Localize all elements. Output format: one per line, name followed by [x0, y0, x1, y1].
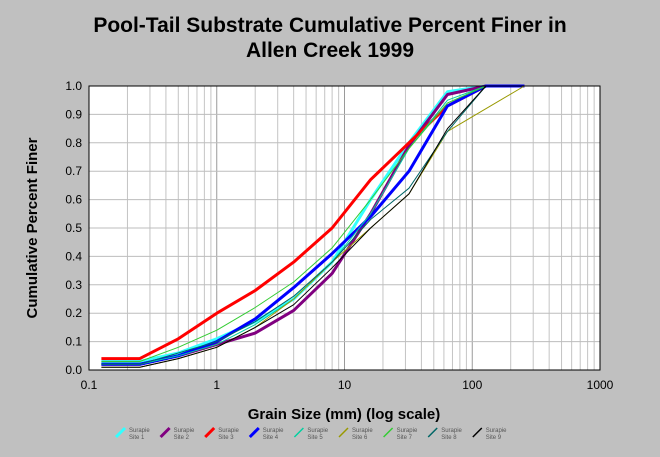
tick-labels: 0.1 1 10 100 10000.00.10.20.30.40.50.60.70.8…	[65, 79, 613, 392]
x-tick-label: 100	[462, 378, 482, 392]
series-line-7	[101, 85, 525, 362]
legend-label-line-2: Site 8	[441, 435, 457, 441]
legend-label-line-2: Site 6	[352, 435, 368, 441]
chart-title-line-2: Allen Creek 1999	[245, 39, 415, 62]
legend-label-line-2: Site 3	[218, 435, 234, 441]
y-tick-label: 0.2	[65, 306, 82, 320]
chart-title-line-1: Pool-Tail Substrate Cumulative Percent F…	[93, 14, 567, 37]
y-tick-label: 0.5	[65, 221, 82, 235]
legend-swatch	[472, 427, 483, 438]
legend-label-line-2: Site 1	[129, 435, 145, 441]
legend-label-line-2: Site 4	[263, 435, 279, 441]
legend-label-line-2: Site 2	[174, 435, 190, 441]
legend-label-line-2: Site 7	[397, 435, 413, 441]
legend-swatch	[159, 426, 171, 439]
y-tick-label: 0.7	[65, 164, 82, 178]
legend-label-line-1: Surapie	[218, 428, 239, 434]
x-axis-title: Grain Size (mm) (log scale)	[248, 406, 441, 423]
series-line-9	[101, 85, 525, 368]
y-tick-label: 0.8	[65, 136, 82, 150]
legend-label-line-1: Surapie	[263, 428, 284, 434]
legend-label-line-2: Site 5	[307, 435, 323, 441]
y-tick-label: 0.0	[65, 363, 82, 377]
legend-swatch	[204, 426, 216, 439]
plot-border	[88, 85, 601, 371]
legend-label-line-1: Surapie	[486, 428, 507, 434]
y-tick-label: 0.6	[65, 193, 82, 207]
legend-swatch	[248, 426, 260, 439]
y-tick-label: 0.1	[65, 335, 82, 349]
legend-swatch	[383, 427, 394, 438]
legend-swatch	[338, 427, 349, 438]
y-tick-label: 0.4	[65, 249, 82, 263]
legend-label-line-1: Surapie	[352, 428, 373, 434]
legend-swatch	[114, 426, 127, 439]
x-tick-label: 1000	[587, 378, 614, 392]
legend-label-line-1: Surapie	[129, 428, 150, 434]
x-tick-label: 0.1	[81, 378, 98, 392]
legend-swatch	[293, 427, 304, 438]
y-tick-label: 0.3	[65, 278, 82, 292]
legend-label-line-1: Surapie	[174, 428, 195, 434]
legend-swatch	[427, 427, 438, 438]
x-tick-label: 10	[338, 378, 352, 392]
x-tick-label: 1	[213, 378, 220, 392]
y-tick-label: 1.0	[65, 79, 82, 93]
y-tick-label: 0.9	[65, 107, 82, 121]
y-axis-title: Cumulative Percent Finer	[24, 137, 41, 318]
series-lines	[101, 84, 525, 368]
legend-label-line-1: Surapie	[441, 428, 462, 434]
legend-label-line-1: Surapie	[397, 428, 418, 434]
legend-label-line-1: Surapie	[307, 428, 328, 434]
legend-label-line-2: Site 9	[486, 435, 502, 441]
series-line-8	[101, 85, 525, 365]
